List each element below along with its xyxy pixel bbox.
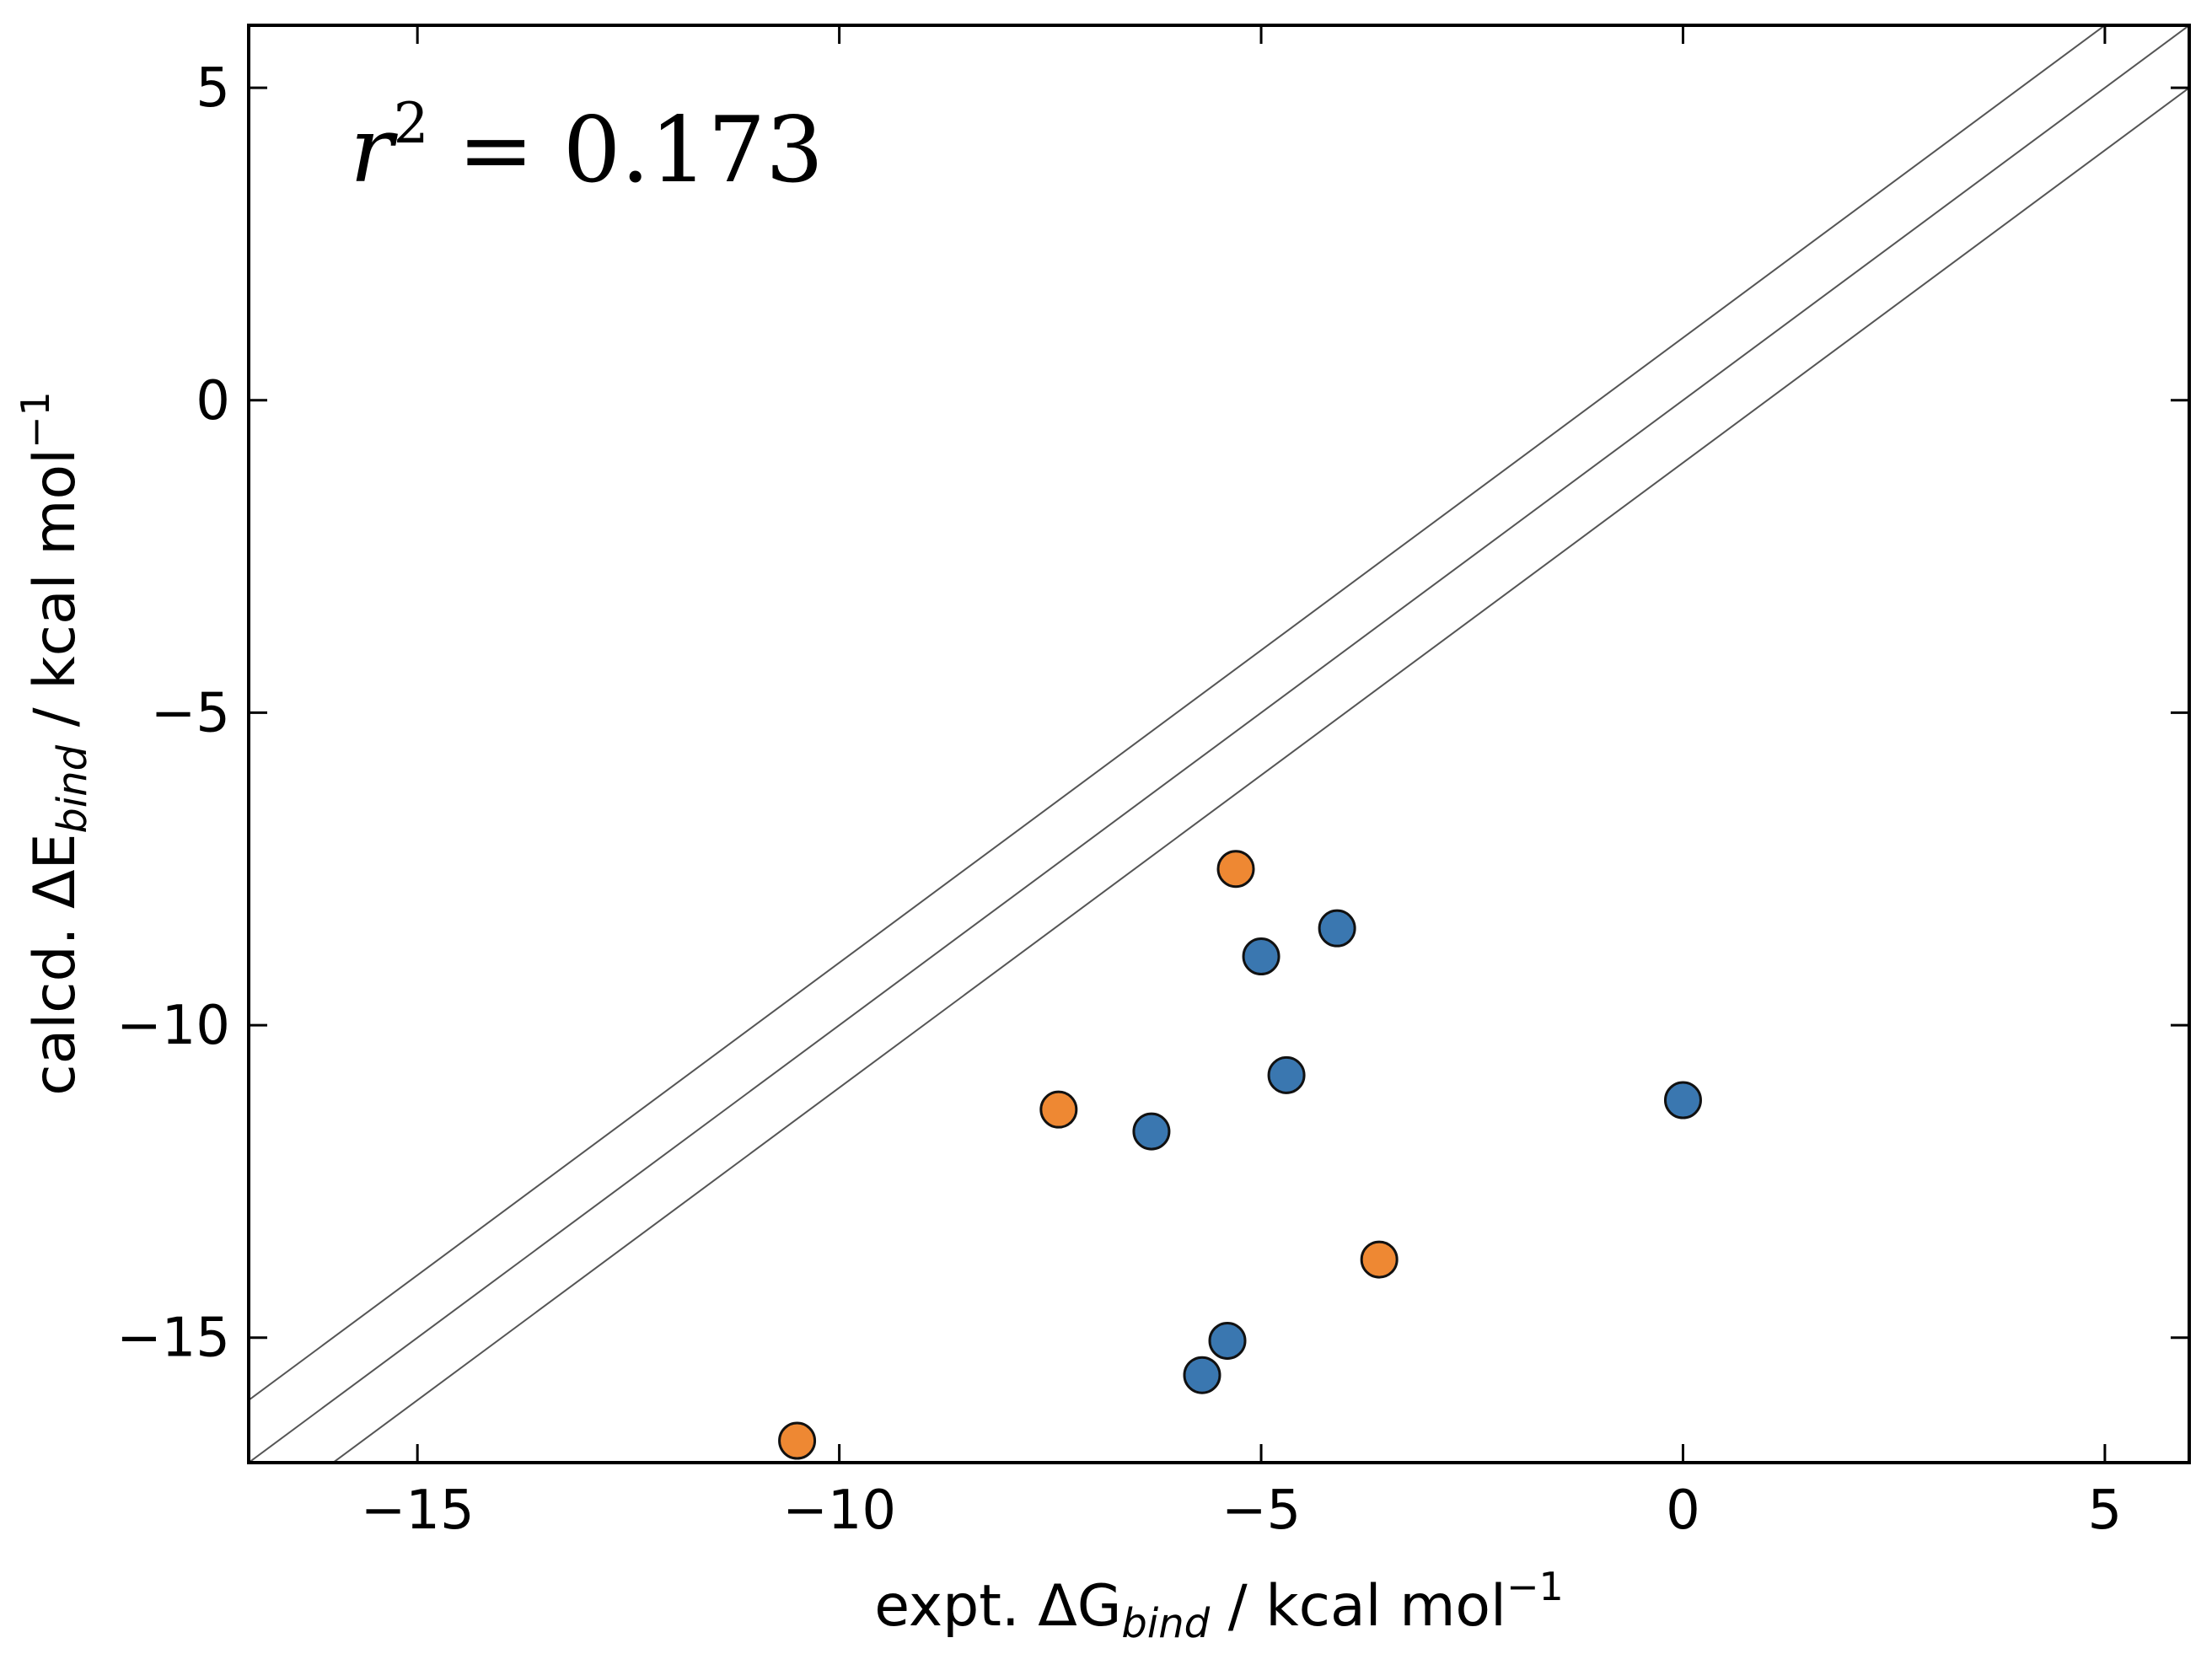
x-tick-label: −5 (1221, 1479, 1301, 1542)
y-tick-label: 0 (196, 370, 230, 432)
y-axis: 5 0 −5 −10 −15 (116, 57, 2189, 1370)
reference-lines (249, 25, 2189, 1463)
data-point-s1-7 (1183, 1356, 1221, 1394)
data-points (778, 850, 1702, 1460)
reference-line-2 (249, 25, 2189, 1463)
y-tick-label: −10 (116, 995, 230, 1057)
reference-line-1 (249, 25, 2107, 1402)
reference-line-3 (331, 86, 2189, 1463)
data-point-s1-1 (1318, 909, 1356, 948)
y-tick-label: 5 (196, 57, 230, 120)
data-point-s1-5 (1663, 1081, 1702, 1120)
data-point-s1-3 (1267, 1055, 1306, 1094)
data-point-s1-4 (1132, 1112, 1171, 1151)
plot-frame (247, 24, 2191, 1464)
data-point-s2-4 (778, 1421, 817, 1460)
y-axis-title: calcd. ΔEbind / kcal mol−1 (13, 391, 96, 1096)
data-point-s2-3 (1360, 1240, 1399, 1279)
x-tick-label: 5 (2088, 1479, 2123, 1542)
x-axis: −15 −10 −5 0 5 (361, 25, 2123, 1542)
data-point-s1-6 (1208, 1321, 1247, 1360)
x-tick-label: −15 (361, 1479, 475, 1542)
annotation-r-squared: r2 = 0.173 (350, 91, 824, 203)
y-tick-label: −15 (116, 1308, 230, 1370)
data-point-s1-2 (1242, 937, 1280, 976)
data-point-s2-1 (1216, 850, 1255, 889)
y-tick-label: −5 (151, 682, 230, 744)
x-tick-label: 0 (1666, 1479, 1700, 1542)
x-axis-title: expt. ΔGbind / kcal mol−1 (874, 1564, 1564, 1647)
data-point-s2-2 (1039, 1090, 1078, 1129)
x-tick-label: −10 (782, 1479, 896, 1542)
